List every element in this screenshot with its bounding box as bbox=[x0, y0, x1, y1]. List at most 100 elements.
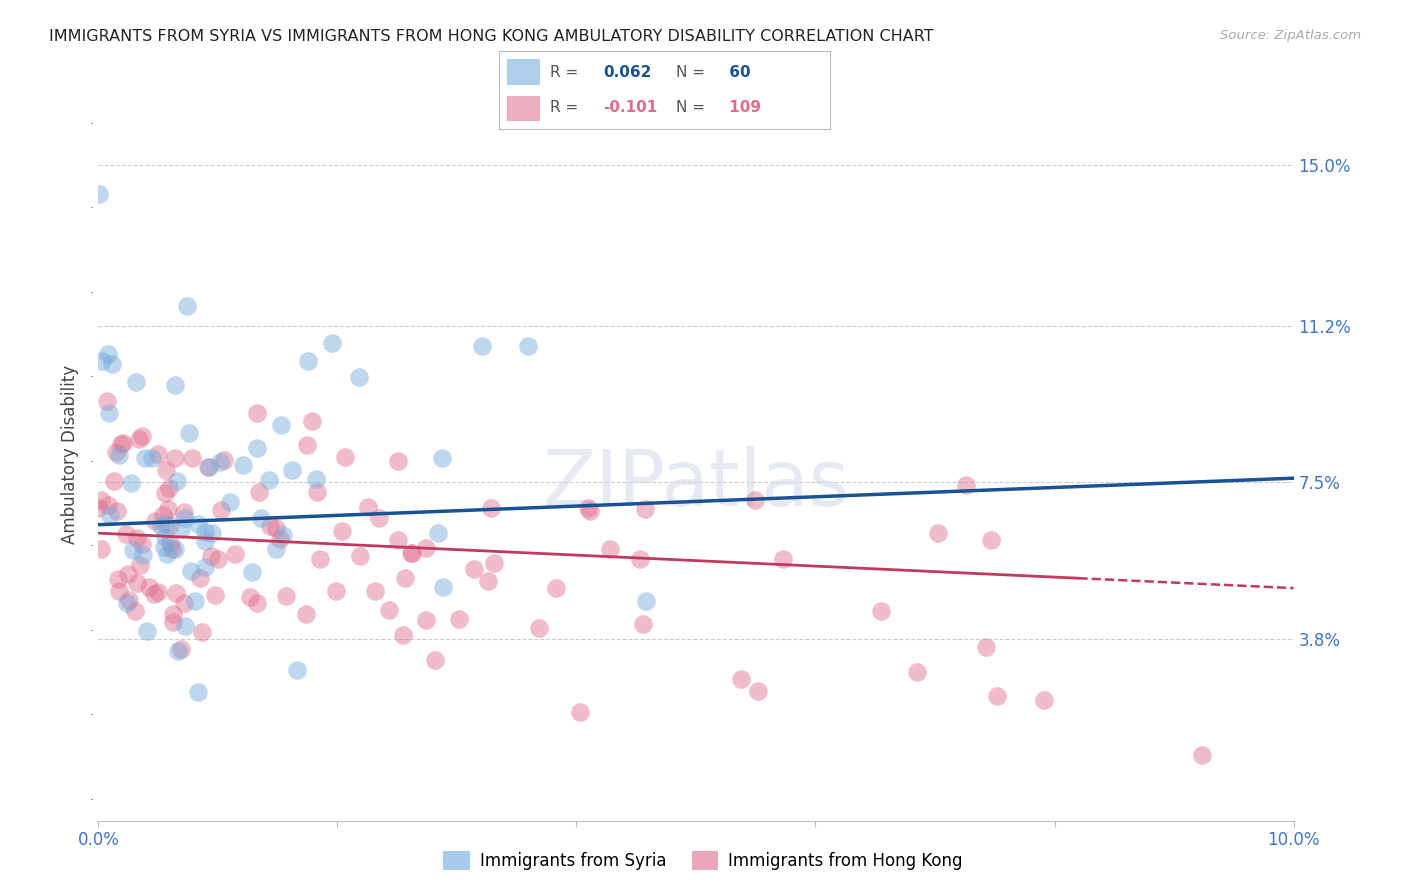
Point bbox=[308, 552, 330, 566]
Point bbox=[387, 454, 409, 468]
Point bbox=[209, 503, 232, 517]
Point bbox=[432, 580, 454, 594]
Text: R =: R = bbox=[550, 65, 583, 80]
Point bbox=[415, 614, 437, 628]
Point bbox=[111, 436, 134, 450]
Point bbox=[120, 476, 142, 491]
Text: 60: 60 bbox=[724, 65, 751, 80]
Point bbox=[156, 547, 179, 561]
Point bbox=[98, 407, 121, 421]
Point bbox=[246, 441, 269, 455]
Point bbox=[427, 526, 450, 541]
Point bbox=[1191, 747, 1213, 762]
Text: 109: 109 bbox=[724, 100, 761, 115]
Point bbox=[124, 604, 146, 618]
Point bbox=[174, 510, 197, 524]
Point bbox=[194, 525, 217, 540]
Point bbox=[90, 541, 112, 556]
Point bbox=[198, 460, 221, 475]
Point bbox=[517, 339, 540, 353]
Point bbox=[401, 546, 423, 560]
Point bbox=[974, 640, 997, 654]
Point bbox=[576, 500, 599, 515]
Point bbox=[349, 549, 371, 563]
Point bbox=[131, 536, 153, 550]
Point bbox=[91, 354, 114, 368]
Point bbox=[335, 450, 357, 464]
Point bbox=[143, 586, 166, 600]
Point bbox=[177, 425, 200, 440]
Point bbox=[246, 596, 269, 610]
Point bbox=[157, 482, 180, 496]
Point bbox=[204, 588, 226, 602]
Point bbox=[259, 473, 281, 487]
Point bbox=[98, 508, 121, 522]
Point bbox=[772, 552, 794, 566]
Text: IMMIGRANTS FROM SYRIA VS IMMIGRANTS FROM HONG KONG AMBULATORY DISABILITY CORRELA: IMMIGRANTS FROM SYRIA VS IMMIGRANTS FROM… bbox=[49, 29, 934, 44]
Point bbox=[212, 453, 235, 467]
Point bbox=[187, 685, 209, 699]
Point bbox=[747, 683, 769, 698]
Point bbox=[194, 534, 217, 549]
Point bbox=[955, 478, 977, 492]
Point bbox=[634, 594, 657, 608]
Point bbox=[578, 504, 600, 518]
Point bbox=[287, 663, 309, 677]
Point bbox=[463, 562, 485, 576]
Text: N =: N = bbox=[676, 65, 710, 80]
Point bbox=[368, 511, 391, 525]
Point bbox=[628, 551, 651, 566]
Point bbox=[232, 458, 254, 472]
Point bbox=[304, 472, 326, 486]
Point bbox=[295, 607, 318, 621]
Point bbox=[173, 505, 195, 519]
Point bbox=[321, 335, 343, 350]
Text: -0.101: -0.101 bbox=[603, 100, 658, 115]
Point bbox=[188, 571, 211, 585]
Point bbox=[152, 508, 174, 522]
Point bbox=[209, 455, 232, 469]
Point bbox=[170, 522, 193, 536]
Point bbox=[180, 450, 202, 465]
Point bbox=[744, 492, 766, 507]
Point bbox=[250, 510, 273, 524]
Point bbox=[105, 503, 128, 517]
Point bbox=[1033, 693, 1056, 707]
Point bbox=[249, 485, 271, 500]
Point bbox=[114, 526, 136, 541]
Point bbox=[96, 394, 118, 409]
Point bbox=[107, 572, 129, 586]
Point bbox=[259, 519, 281, 533]
Point bbox=[148, 585, 170, 599]
Point bbox=[264, 542, 287, 557]
Point bbox=[138, 580, 160, 594]
Point bbox=[187, 516, 209, 531]
Point bbox=[238, 591, 260, 605]
Point bbox=[392, 628, 415, 642]
Point bbox=[157, 501, 180, 516]
Point bbox=[631, 617, 654, 632]
Point bbox=[423, 653, 446, 667]
Point bbox=[146, 447, 169, 461]
Point bbox=[159, 535, 181, 549]
Point bbox=[131, 428, 153, 442]
Text: N =: N = bbox=[676, 100, 710, 115]
Text: 0.062: 0.062 bbox=[603, 65, 651, 80]
Point bbox=[127, 531, 149, 545]
Point bbox=[134, 450, 156, 465]
Point bbox=[101, 357, 124, 371]
Point bbox=[415, 541, 437, 556]
Point bbox=[730, 672, 752, 686]
Point bbox=[87, 186, 110, 201]
Point bbox=[153, 486, 176, 500]
Text: R =: R = bbox=[550, 100, 583, 115]
Point bbox=[224, 548, 246, 562]
Point bbox=[125, 575, 148, 590]
Point bbox=[240, 565, 263, 579]
Point bbox=[394, 571, 416, 585]
Point bbox=[173, 596, 195, 610]
Point bbox=[905, 665, 928, 680]
Point bbox=[482, 556, 505, 570]
Point bbox=[201, 526, 224, 541]
Point bbox=[274, 589, 297, 603]
